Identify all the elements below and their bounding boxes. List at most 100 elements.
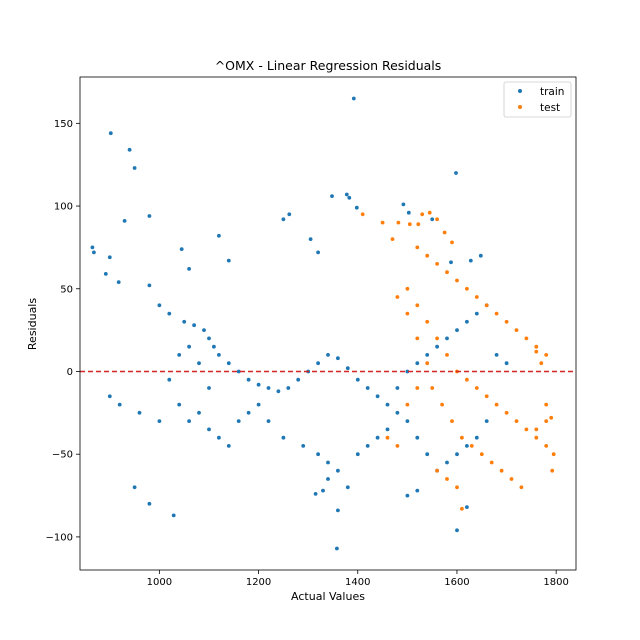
y-axis-label: Residuals xyxy=(26,298,39,350)
y-tick-label: 50 xyxy=(60,284,73,295)
chart-title: ^OMX - Linear Regression Residuals xyxy=(215,58,442,73)
test-point xyxy=(407,222,412,227)
test-point xyxy=(534,435,539,440)
train-point xyxy=(308,237,313,242)
train-point xyxy=(127,147,132,152)
test-point xyxy=(460,506,464,511)
train-point xyxy=(197,361,201,366)
train-point xyxy=(313,492,318,496)
test-point xyxy=(415,245,420,250)
train-point xyxy=(316,361,320,366)
train-point xyxy=(286,386,291,390)
test-point xyxy=(396,220,401,225)
train-point xyxy=(301,444,306,448)
train-point xyxy=(465,444,469,448)
test-point xyxy=(469,444,474,448)
test-point xyxy=(360,212,365,217)
train-point xyxy=(435,344,439,349)
y-tick-label: 0 xyxy=(67,367,73,378)
train-point xyxy=(167,311,172,316)
train-point xyxy=(226,361,231,366)
train-point xyxy=(425,452,430,457)
train-point xyxy=(455,452,459,457)
x-tick-label: 1000 xyxy=(147,577,172,588)
train-point xyxy=(137,410,142,415)
train-point xyxy=(281,435,286,440)
train-point xyxy=(171,513,176,518)
test-point xyxy=(445,270,449,275)
test-point xyxy=(484,303,489,308)
test-point xyxy=(549,415,554,420)
train-point xyxy=(330,194,334,199)
x-tick-label: 1400 xyxy=(345,577,370,588)
test-point xyxy=(450,419,454,423)
test-point xyxy=(499,468,504,473)
train-point xyxy=(385,427,390,432)
train-point xyxy=(197,410,201,415)
train-point xyxy=(375,394,380,399)
legend-label-train: train xyxy=(540,86,564,98)
test-point xyxy=(435,262,439,266)
train-point xyxy=(103,272,108,276)
train-point xyxy=(147,283,152,288)
test-point xyxy=(534,349,539,354)
test-point xyxy=(504,319,509,324)
train-point xyxy=(117,402,122,407)
train-point xyxy=(345,485,350,490)
legend: train test xyxy=(503,81,572,118)
train-point xyxy=(316,250,320,255)
test-point xyxy=(435,217,439,222)
train-point xyxy=(192,323,197,328)
test-point xyxy=(465,286,469,291)
train-point xyxy=(405,369,410,374)
train-point xyxy=(326,460,330,465)
x-axis-label: Actual Values xyxy=(291,590,365,603)
train-point xyxy=(266,419,271,423)
y-tick-label: −50 xyxy=(52,450,73,461)
train-point xyxy=(179,247,184,252)
test-point xyxy=(465,377,469,382)
test-point xyxy=(524,336,529,341)
train-point xyxy=(182,319,187,324)
train-point xyxy=(157,419,162,423)
train-point xyxy=(226,444,231,448)
train-point xyxy=(107,255,112,260)
test-point xyxy=(416,222,421,227)
train-point xyxy=(484,419,489,423)
train-point xyxy=(217,233,221,238)
train-point xyxy=(474,311,479,316)
train-point xyxy=(116,280,121,284)
y-axis-ticks: −100 −50 0 50 100 150 xyxy=(46,119,80,543)
train-point xyxy=(132,166,137,170)
train-point xyxy=(454,171,458,175)
test-point xyxy=(440,402,444,407)
train-point xyxy=(107,394,112,399)
points-layer xyxy=(90,96,556,551)
test-point xyxy=(405,402,410,407)
train-point xyxy=(344,192,349,197)
train-point xyxy=(187,344,192,349)
train-point xyxy=(355,377,360,382)
x-axis-ticks: 1000 1200 1400 1600 1800 xyxy=(147,570,569,588)
test-point xyxy=(479,452,484,457)
test-point xyxy=(442,230,447,235)
train-point xyxy=(345,366,350,371)
train-point xyxy=(455,528,459,533)
train-point xyxy=(347,195,352,200)
train-point xyxy=(147,501,152,506)
train-point xyxy=(375,435,380,440)
train-point xyxy=(217,353,221,357)
test-point xyxy=(445,353,449,357)
train-point xyxy=(217,435,221,440)
train-point xyxy=(287,212,292,217)
test-point xyxy=(435,468,439,473)
test-point xyxy=(430,386,435,390)
train-point xyxy=(321,488,325,493)
train-point xyxy=(246,377,251,382)
train-point xyxy=(177,353,182,357)
test-point xyxy=(489,460,494,465)
train-point xyxy=(336,468,340,473)
legend-marker-test xyxy=(518,105,522,109)
train-point xyxy=(187,267,192,271)
train-point xyxy=(167,377,172,382)
